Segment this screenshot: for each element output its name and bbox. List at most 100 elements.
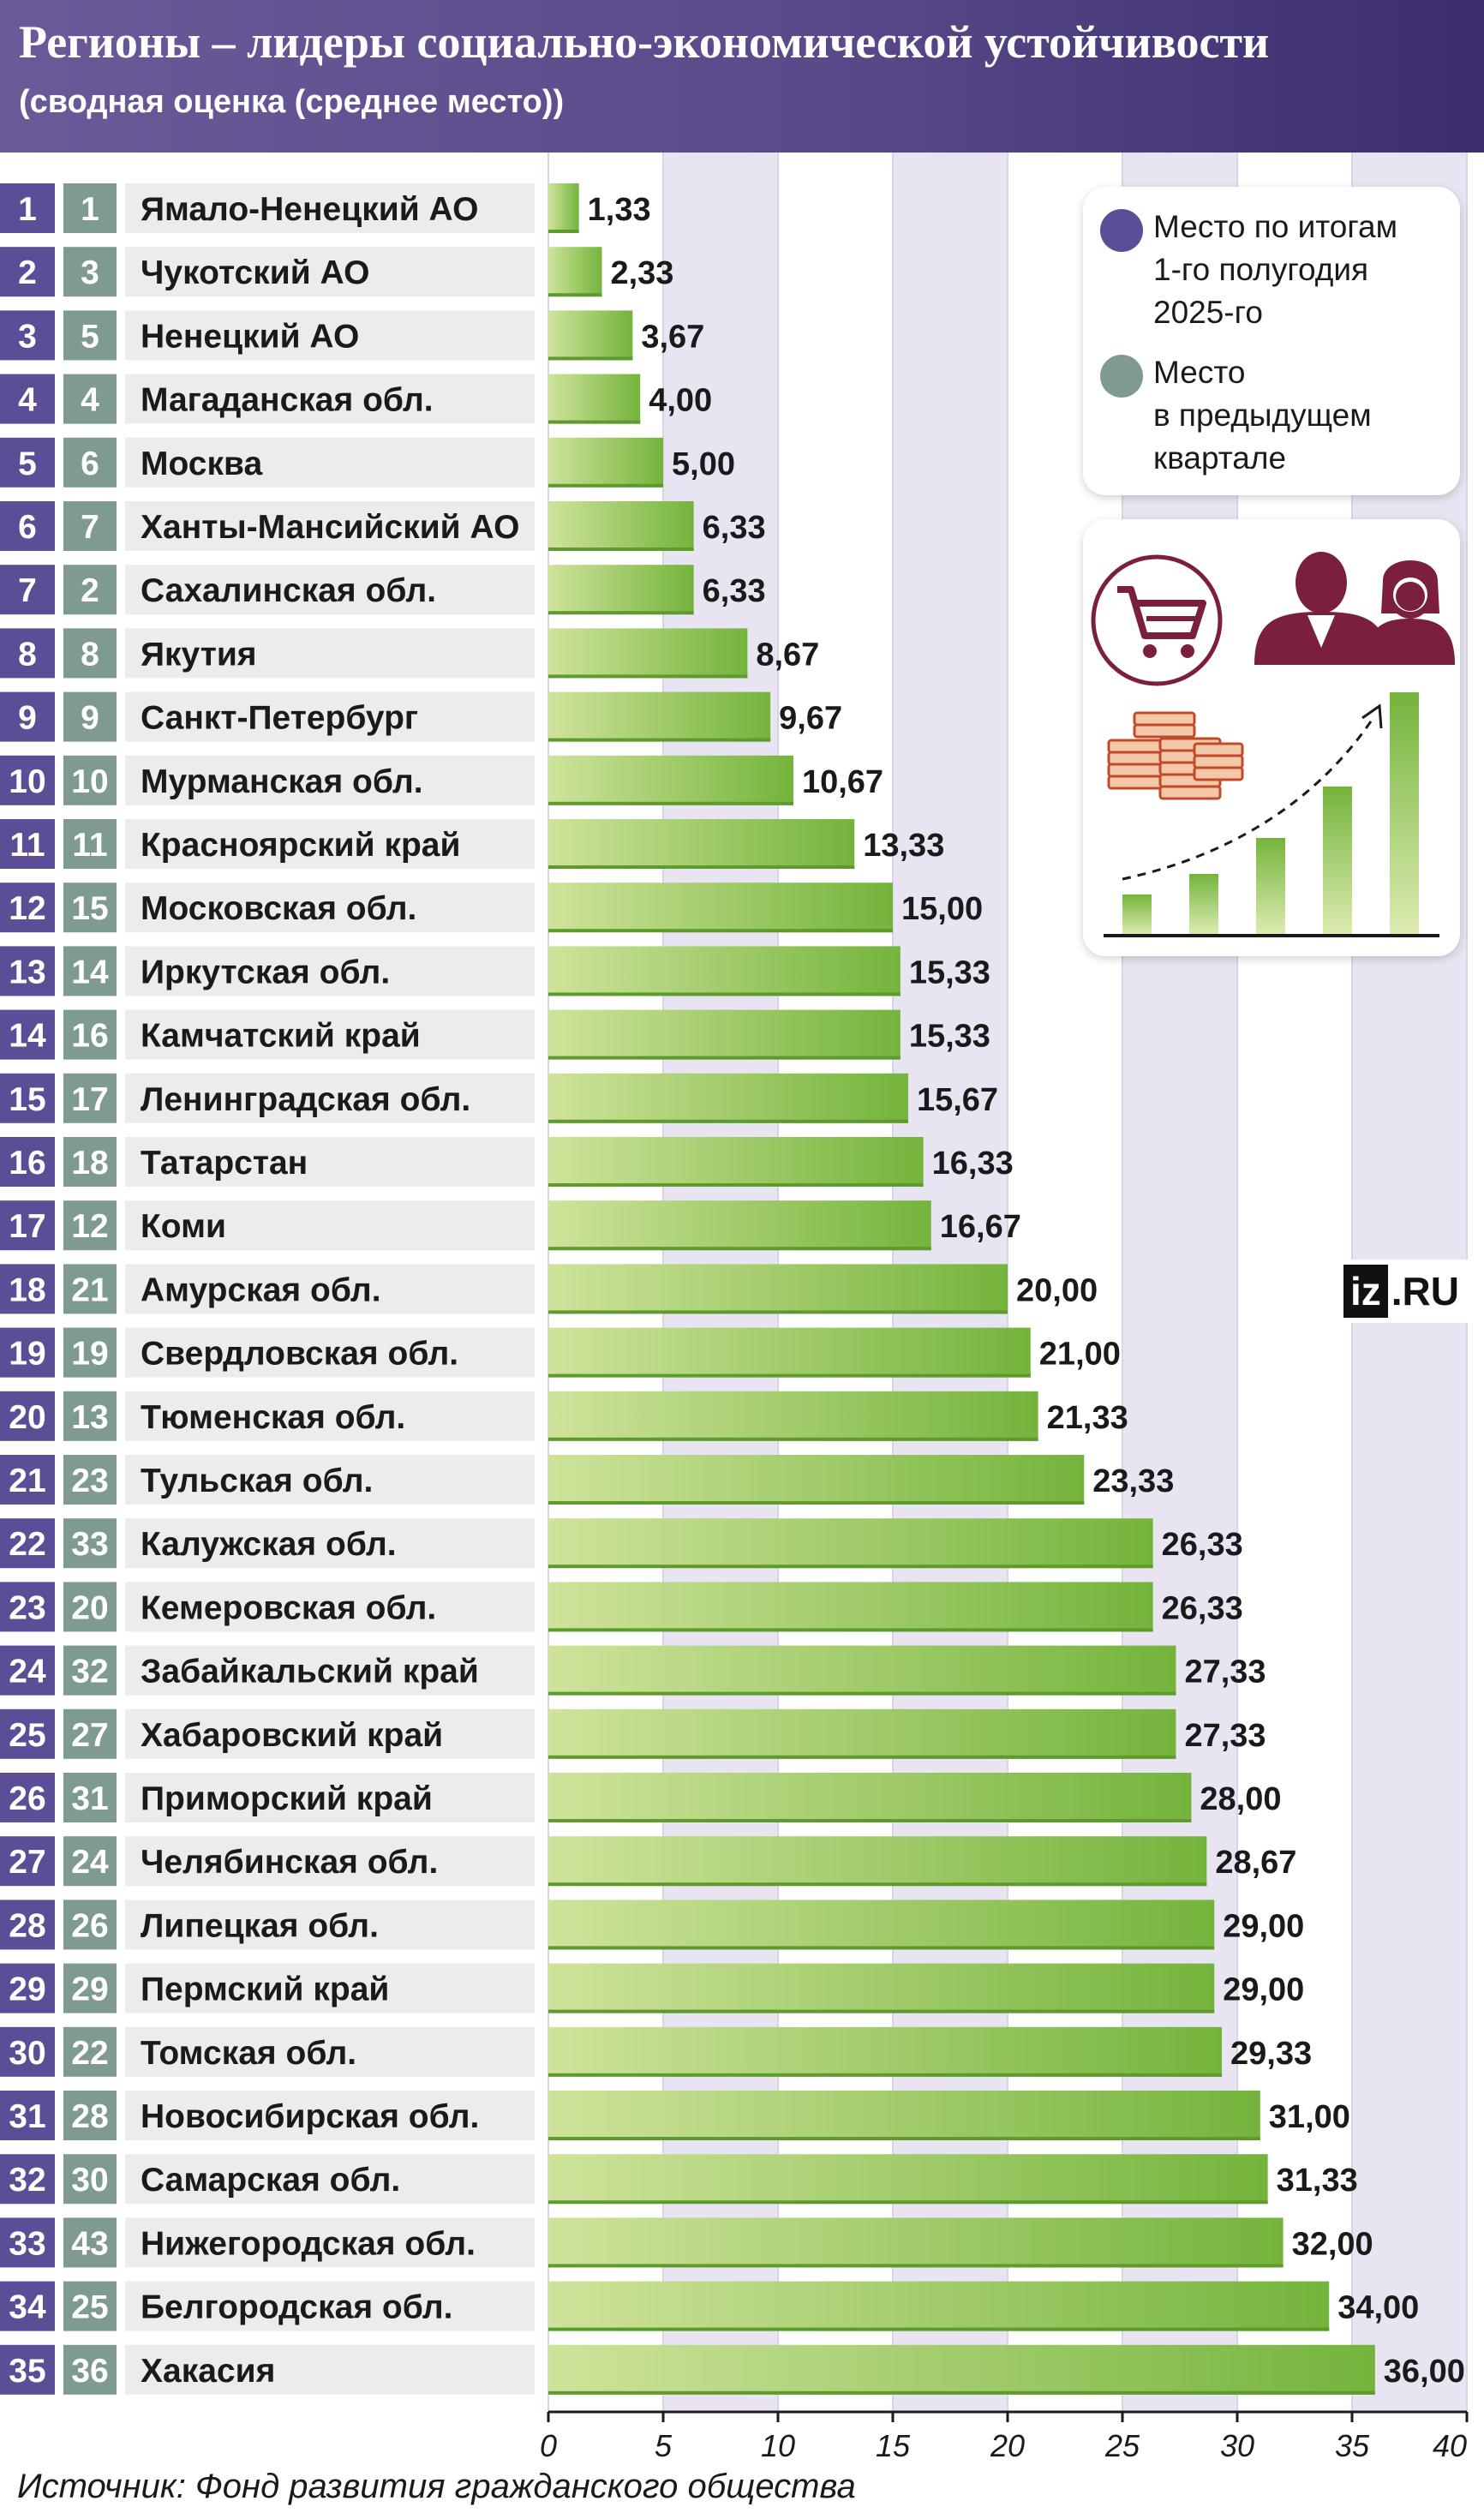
x-tick-label: 15 (876, 2428, 911, 2463)
bar-chart: 1 1 Ямало-Ненецкий АО 1,332 3 Чукотский АО 2,3… (0, 153, 1484, 2463)
bar (548, 1518, 1153, 1569)
current-rank: 7 (18, 572, 37, 609)
current-rank: 11 (9, 827, 45, 864)
bar-shadow (548, 2137, 1260, 2140)
previous-rank: 33 (71, 1526, 108, 1563)
legend-label-previous: Место в предыдущем квартале (1153, 355, 1372, 476)
bar (548, 1645, 1176, 1696)
bar-shadow (548, 865, 855, 869)
previous-rank-cell (63, 2217, 117, 2268)
table-row: 3 5 Ненецкий АО 3,67 (0, 310, 704, 361)
table-row: 33 43 Нижегородская обл. 32,00 (0, 2217, 1373, 2268)
bar (548, 2026, 1223, 2077)
bar (548, 1582, 1153, 1632)
bar (548, 565, 694, 615)
x-tick-label: 40 (1433, 2428, 1467, 2463)
logo-ru: .RU (1391, 1269, 1460, 1313)
data-label: 3,67 (641, 319, 704, 355)
people-icon (1254, 552, 1455, 665)
region-name: Мурманская обл. (141, 763, 423, 800)
table-row: 8 8 Якутия 8,67 (0, 628, 819, 679)
bar (548, 1264, 1008, 1314)
bar (548, 247, 602, 297)
previous-rank-cell (63, 1455, 117, 1505)
region-name: Ленинградская обл. (141, 1081, 470, 1118)
legend-label-current: Место по итогам 1-го полугодия 2025-го (1153, 209, 1398, 330)
bar (548, 1200, 931, 1251)
table-row: 14 16 Камчатский край 15,33 (0, 1009, 990, 1060)
bar-shadow (548, 1437, 1038, 1441)
region-name: Калужская обл. (141, 1526, 397, 1563)
table-row: 6 7 Ханты-Мансийский АО 6,33 (0, 501, 766, 551)
current-rank-cell (0, 1836, 55, 1887)
region-name: Новосибирская обл. (141, 2098, 479, 2135)
previous-rank: 13 (71, 1399, 108, 1436)
region-name: Магаданская обл. (141, 382, 434, 419)
region-cell (125, 1773, 535, 1822)
current-rank: 33 (9, 2225, 45, 2262)
shopping-cart-icon (1091, 554, 1223, 686)
current-rank-cell (0, 1137, 55, 1187)
previous-rank-cell (63, 1200, 117, 1251)
current-rank-cell (0, 1582, 55, 1632)
previous-rank: 3 (81, 254, 99, 291)
region-cell (125, 1836, 535, 1887)
previous-rank: 10 (71, 763, 108, 800)
current-rank: 28 (9, 1907, 45, 1944)
table-row: 24 32 Забайкальский край 27,33 (0, 1645, 1266, 1696)
header-banner: Регионы – лидеры социально-экономической… (0, 0, 1484, 153)
region-name: Сахалинская обл. (141, 572, 436, 609)
previous-rank-cell (63, 247, 117, 297)
table-row: 18 21 Амурская обл. 20,00 (0, 1264, 1098, 1314)
data-label: 8,67 (756, 637, 819, 673)
current-rank-cell (0, 1327, 55, 1378)
previous-rank: 5 (81, 318, 99, 355)
current-rank-cell (0, 183, 55, 233)
current-rank-cell (0, 2344, 55, 2395)
current-rank: 2 (18, 254, 37, 291)
previous-rank-cell (63, 1391, 117, 1441)
data-label: 21,00 (1039, 1337, 1121, 1373)
region-cell (125, 1455, 535, 1505)
table-row: 2 3 Чукотский АО 2,33 (0, 247, 673, 297)
table-row: 30 22 Томская обл. 29,33 (0, 2026, 1312, 2077)
region-name: Ямало-Ненецкий АО (141, 191, 479, 228)
current-rank-cell (0, 1963, 55, 2013)
previous-rank-cell (63, 1073, 117, 1123)
region-cell (125, 1518, 535, 1569)
current-rank: 6 (18, 509, 37, 546)
table-row: 16 18 Татарстан 16,33 (0, 1137, 1014, 1187)
previous-rank-cell (63, 691, 117, 742)
bar (548, 1773, 1192, 1822)
region-name: Камчатский край (141, 1018, 421, 1055)
table-row: 4 4 Магаданская обл. 4,00 (0, 374, 712, 424)
previous-rank: 29 (71, 1972, 108, 2008)
previous-rank: 32 (71, 1654, 108, 1690)
bar (548, 691, 771, 742)
x-tick-label: 20 (990, 2428, 1025, 2463)
current-rank-cell (0, 247, 55, 297)
current-rank-cell (0, 2281, 55, 2331)
current-rank-cell (0, 565, 55, 615)
bar-shadow (548, 2073, 1223, 2077)
bar (548, 1900, 1215, 1950)
region-name: Свердловская обл. (141, 1336, 458, 1373)
data-label: 26,33 (1162, 1590, 1243, 1626)
previous-rank: 1 (81, 191, 99, 228)
previous-rank: 19 (71, 1336, 108, 1373)
previous-rank-cell (63, 1009, 117, 1060)
table-row: 20 13 Тюменская обл. 21,33 (0, 1391, 1128, 1441)
data-label: 20,00 (1016, 1272, 1098, 1308)
bar (548, 883, 893, 933)
previous-rank: 36 (71, 2353, 108, 2390)
bar-shadow (548, 1056, 901, 1060)
current-rank-cell (0, 628, 55, 679)
bar (548, 1836, 1207, 1887)
previous-rank-cell (63, 2154, 117, 2205)
current-rank-cell (0, 1009, 55, 1060)
bar (548, 1137, 924, 1187)
previous-rank-cell (63, 1708, 117, 1759)
region-name: Москва (141, 446, 262, 482)
bar-shadow (548, 738, 771, 742)
data-label: 23,33 (1092, 1463, 1174, 1499)
